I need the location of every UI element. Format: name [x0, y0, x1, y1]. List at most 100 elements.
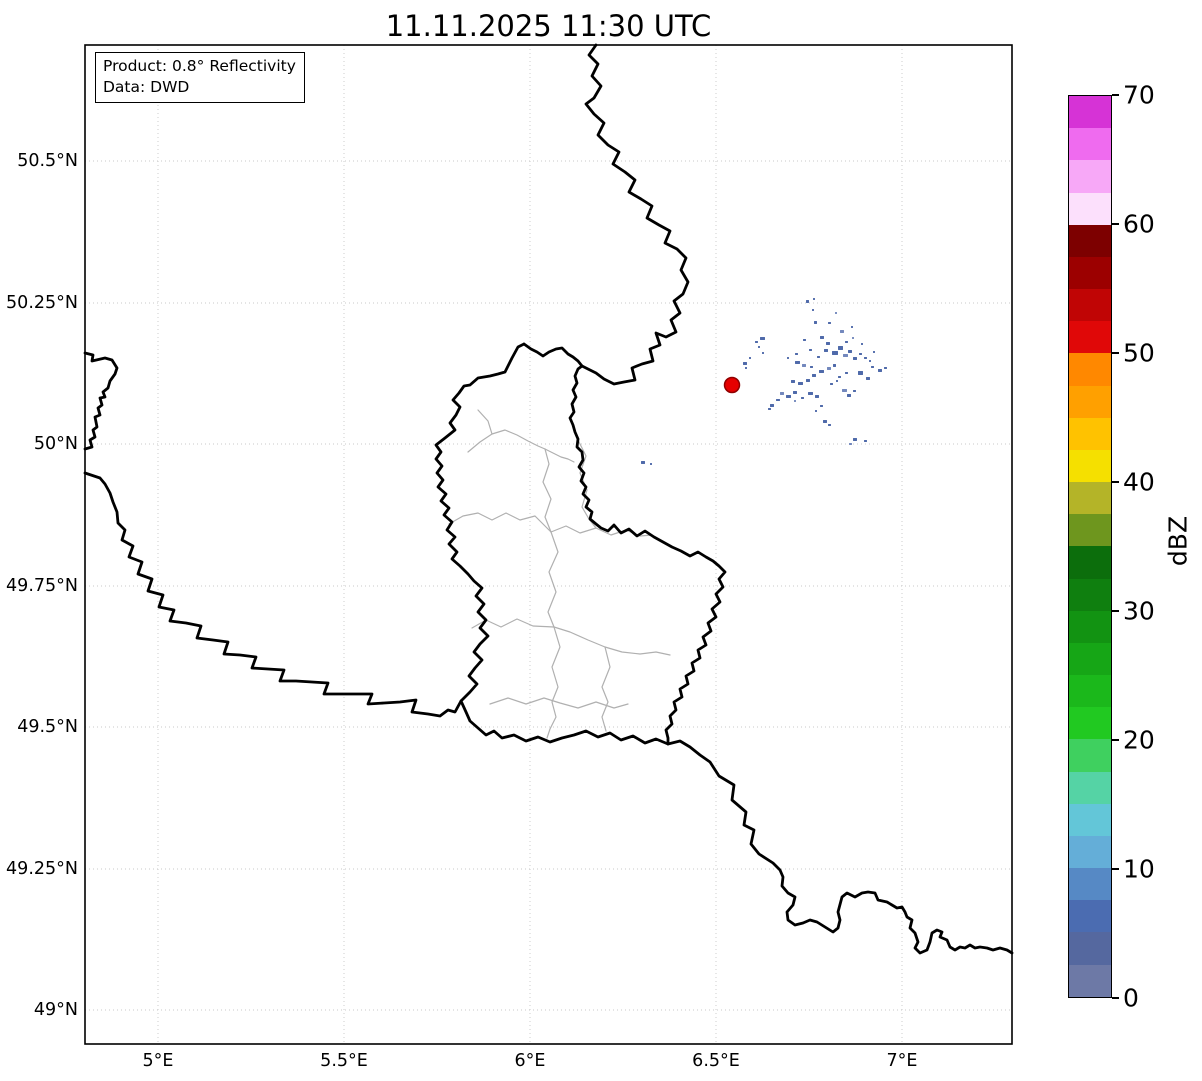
radar-echo-pixel — [787, 357, 789, 359]
radar-echo-pixel — [755, 341, 758, 343]
colorbar-tick-label: 60 — [1123, 209, 1155, 239]
radar-echo-pixel — [819, 370, 824, 373]
radar-echo-pixel — [827, 367, 831, 370]
radar-echo-pixel — [828, 424, 831, 426]
radar-echo-pixel — [832, 351, 838, 355]
radar-echo-pixel — [793, 391, 797, 394]
colorbar-segment — [1069, 417, 1111, 450]
radar-echo-pixel — [812, 309, 814, 311]
radar-echo-pixel — [866, 377, 870, 380]
colorbar-axis-label: dBZ — [1163, 515, 1193, 567]
radar-site-marker — [723, 376, 741, 394]
colorbar-segment — [1069, 385, 1111, 418]
colorbar-tick-label: 40 — [1123, 467, 1155, 497]
radar-echo-pixel — [743, 362, 747, 365]
radar-echo-pixel — [810, 366, 813, 368]
colorbar-tick-label: 0 — [1123, 983, 1139, 1013]
radar-echo-pixel — [853, 390, 856, 392]
radar-echo-pixel — [776, 399, 780, 401]
radar-echo-pixel — [815, 395, 819, 398]
colorbar-segment — [1069, 289, 1111, 322]
colorbar — [1068, 95, 1112, 998]
admin-border — [471, 618, 671, 656]
colorbar-segment — [1069, 128, 1111, 161]
radar-echo-pixel — [814, 321, 817, 324]
colorbar-segment — [1069, 868, 1111, 901]
product-info-line1: Product: 0.8° Reflectivity — [103, 57, 296, 75]
radar-echo-pixel — [795, 361, 800, 364]
admin-border — [489, 697, 629, 709]
radar-echo-pixel — [869, 360, 871, 362]
radar-echo-pixel — [830, 383, 833, 385]
radar-echo-pixel — [794, 400, 796, 402]
radar-echo-pixel — [826, 342, 830, 345]
x-tick-label: 6°E — [514, 1051, 546, 1071]
colorbar-tick-mark — [1112, 739, 1119, 741]
radar-echo-pixel — [770, 404, 774, 407]
colorbar-segment — [1069, 771, 1111, 804]
radar-echo-pixel — [786, 395, 791, 398]
y-tick-label: 49°N — [33, 1000, 78, 1020]
admin-border — [601, 646, 611, 732]
radar-echo-pixel — [798, 382, 803, 385]
radar-echo-pixel — [838, 346, 843, 350]
radar-echo-pixel — [823, 420, 827, 423]
radar-echo-pixel — [847, 394, 851, 397]
radar-echo-pixel — [650, 463, 652, 465]
colorbar-segment — [1069, 900, 1111, 933]
radar-echo-pixel — [760, 337, 765, 340]
radar-echo-pixel — [861, 343, 863, 345]
colorbar-tick-label: 70 — [1123, 80, 1155, 110]
colorbar-segment — [1069, 803, 1111, 836]
colorbar-segment — [1069, 739, 1111, 772]
radar-echo-pixel — [762, 352, 764, 354]
radar-echo-pixel — [871, 366, 874, 368]
radar-echo-pixel — [848, 350, 852, 353]
radar-echo-pixel — [833, 364, 836, 367]
colorbar-tick-mark — [1112, 223, 1119, 225]
plot-title: 11.11.2025 11:30 UTC — [385, 9, 712, 43]
radar-echo-pixel — [849, 443, 852, 445]
colorbar-segment — [1069, 224, 1111, 257]
radar-echo-pixel — [809, 349, 812, 351]
radar-echo-pixel — [768, 408, 771, 410]
country-border — [666, 739, 1014, 955]
colorbar-segment — [1069, 675, 1111, 708]
colorbar-segment — [1069, 707, 1111, 740]
colorbar-segment — [1069, 96, 1111, 129]
colorbar-segment — [1069, 964, 1111, 997]
radar-echo-pixel — [820, 336, 824, 339]
radar-echo-pixel — [758, 346, 760, 348]
radar-echo-pixel — [878, 369, 882, 372]
x-tick-label: 5°E — [142, 1051, 174, 1071]
colorbar-segment — [1069, 835, 1111, 869]
radar-echo-pixel — [852, 337, 854, 339]
radar-echo-pixel — [873, 351, 875, 353]
radar-echo-pixel — [828, 322, 831, 324]
colorbar-segment — [1069, 578, 1111, 611]
x-tick-label: 5.5°E — [320, 1051, 368, 1071]
admin-border — [544, 448, 575, 463]
colorbar-tick-mark — [1112, 610, 1119, 612]
country-border — [83, 351, 119, 451]
product-info-box: Product: 0.8° Reflectivity Data: DWD — [95, 52, 305, 103]
y-tick-label: 49.25°N — [6, 859, 78, 879]
country-border — [83, 471, 463, 718]
radar-echo-pixel — [820, 405, 823, 407]
radar-echo-pixel — [801, 397, 804, 399]
admin-border — [577, 439, 597, 529]
colorbar-segment — [1069, 321, 1111, 354]
colorbar-segment — [1069, 932, 1111, 965]
radar-echo-pixel — [842, 389, 847, 392]
colorbar-tick-label: 10 — [1123, 854, 1155, 884]
map-frame — [84, 44, 1013, 1045]
radar-echo-pixel — [791, 380, 795, 383]
radar-echo-pixel — [853, 438, 857, 441]
radar-echo-pixel — [840, 330, 844, 333]
country-border — [434, 342, 727, 746]
radar-echo-pixel — [851, 326, 853, 328]
colorbar-segment — [1069, 256, 1111, 290]
colorbar-segment — [1069, 192, 1111, 225]
y-tick-label: 49.75°N — [6, 576, 78, 596]
